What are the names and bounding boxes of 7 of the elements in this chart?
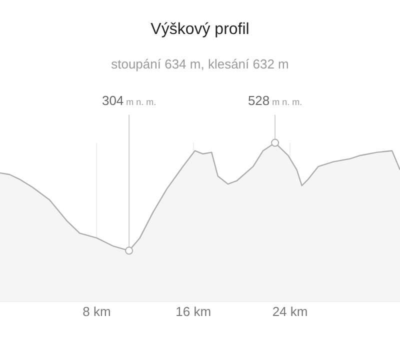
x-tick-label: 8 km: [82, 304, 111, 319]
x-tick-label: 16 km: [176, 304, 212, 319]
chart-subtitle: stoupání 634 m, klesání 632 m: [111, 56, 289, 72]
annotation: 528 m n. m.: [248, 92, 302, 108]
annotation: 304 m n. m.: [102, 92, 156, 108]
x-tick-label: 24 km: [272, 304, 308, 319]
chart-title: Výškový profil: [150, 21, 250, 38]
